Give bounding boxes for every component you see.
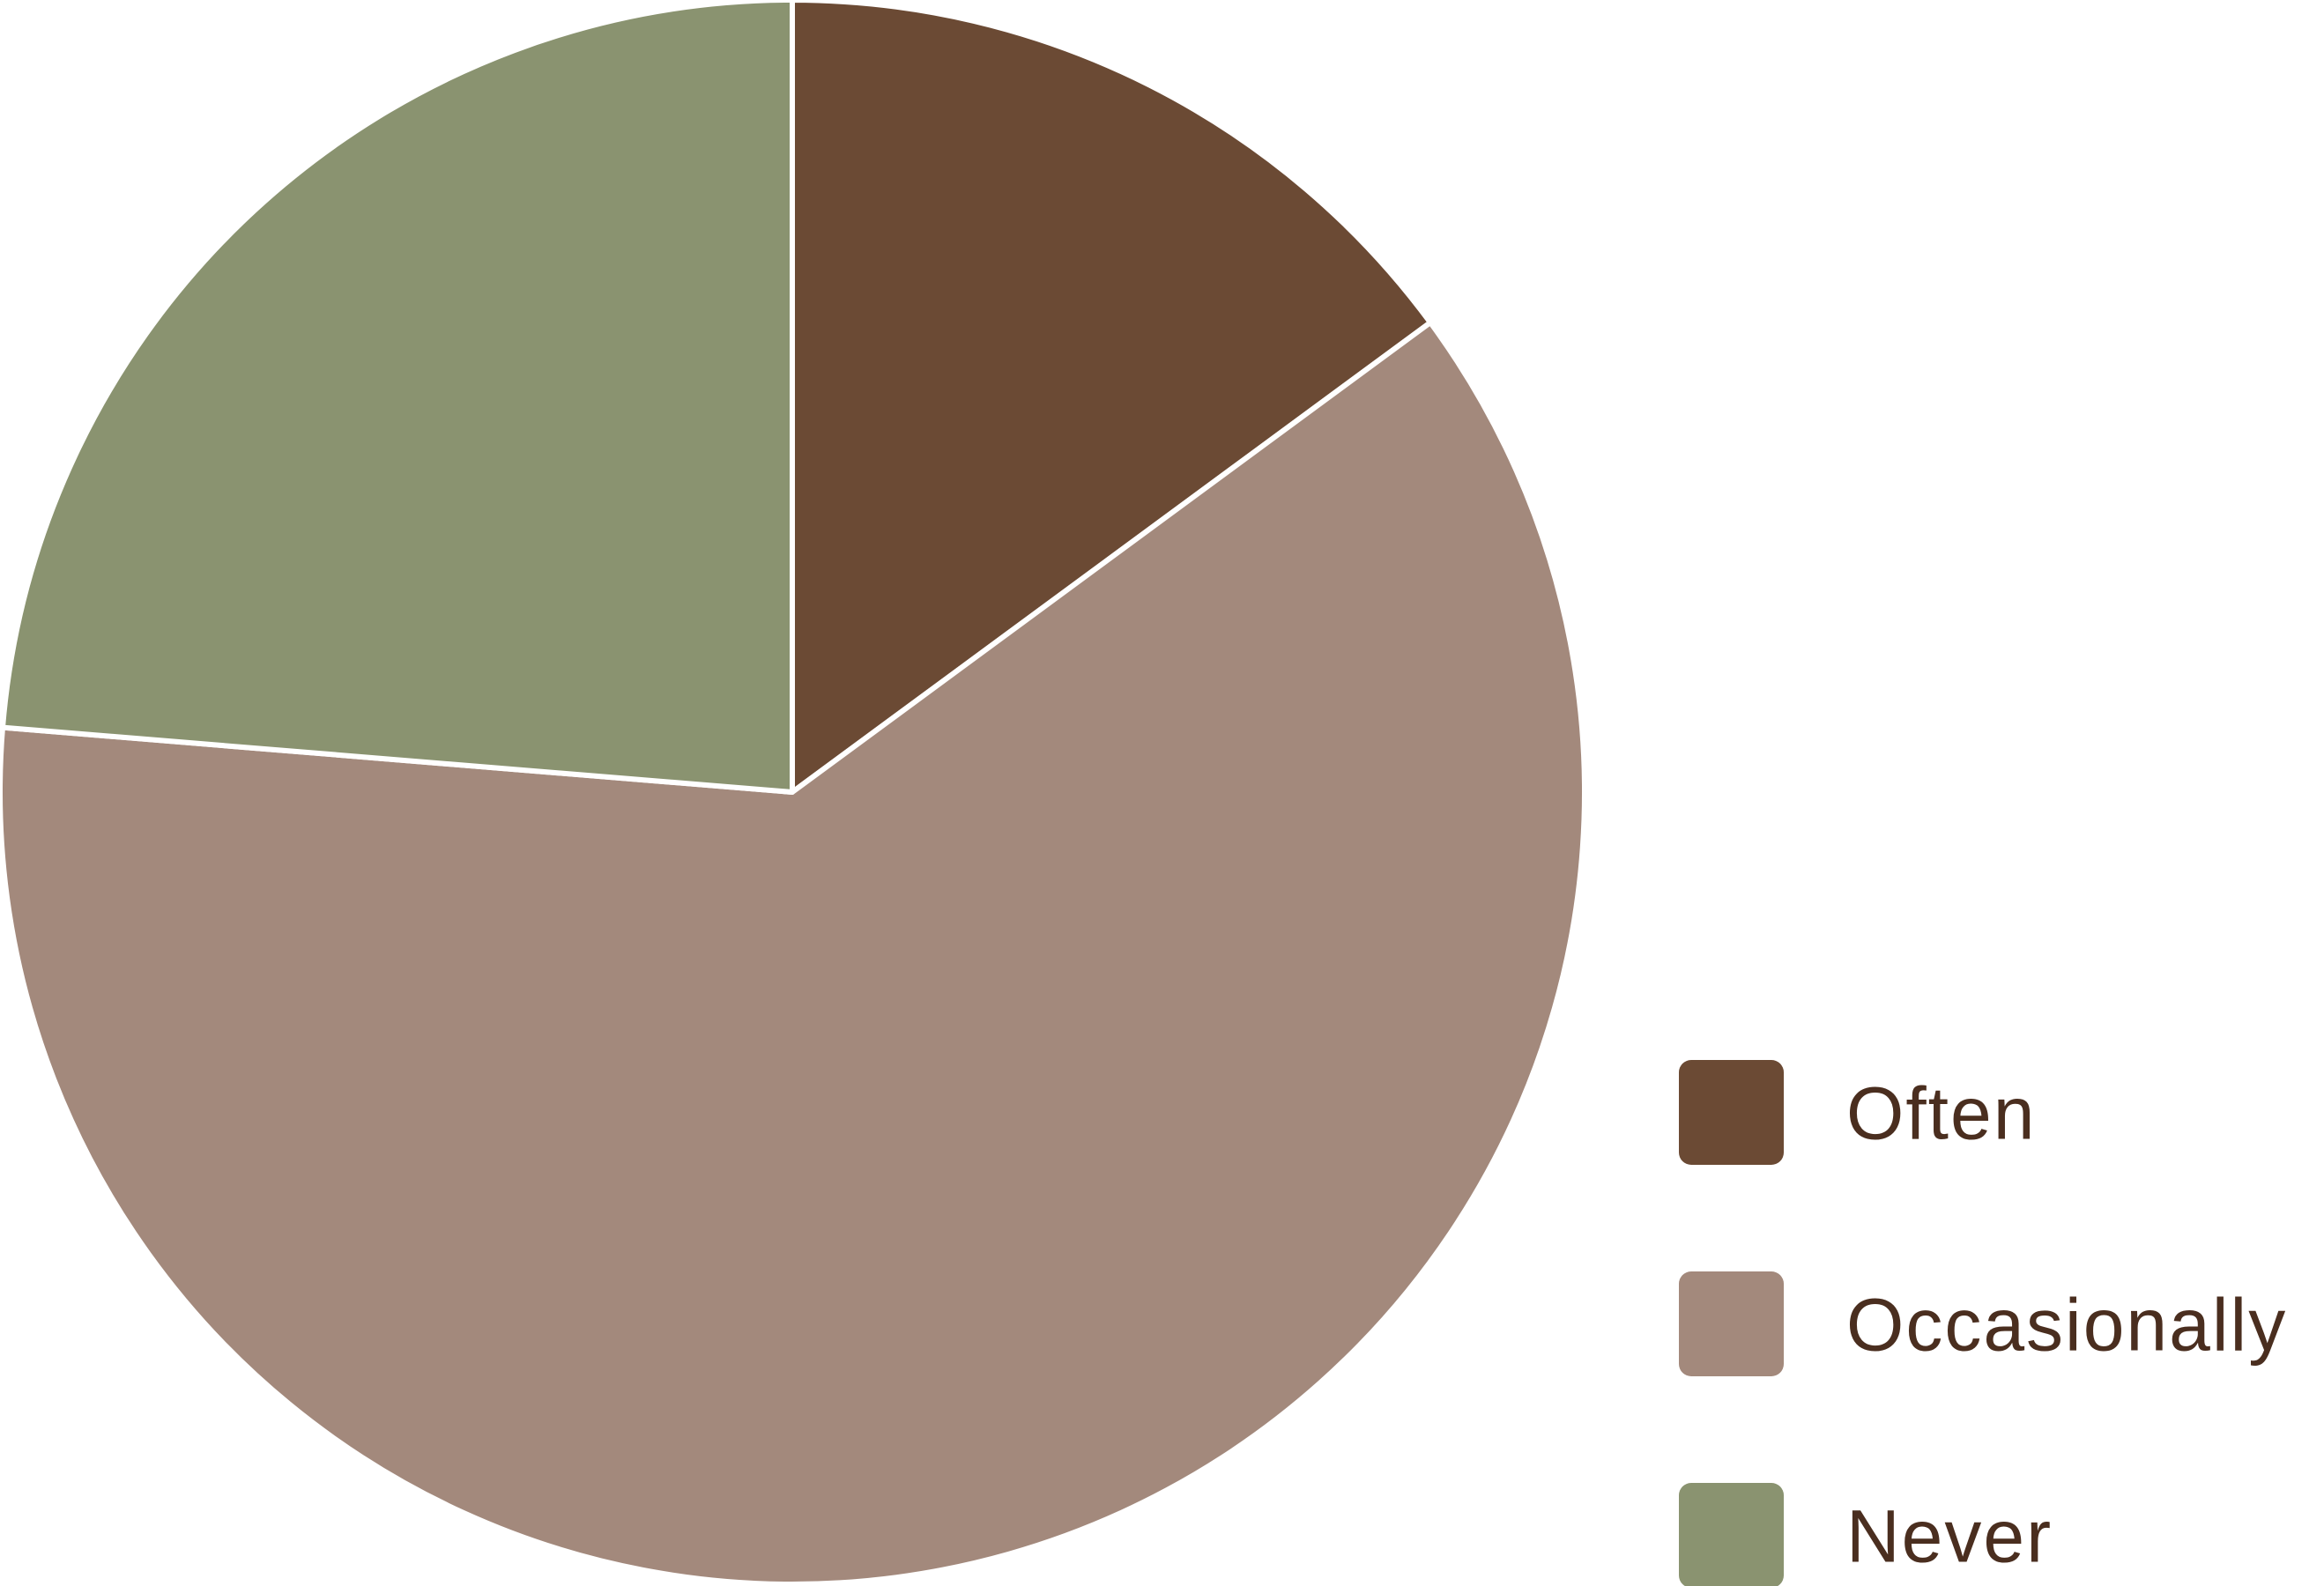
pie-slice-often [790, 0, 1433, 795]
legend-label-occasionally: Occasionally [1846, 1284, 2287, 1367]
legend-item-often: Often [1679, 1060, 2036, 1165]
legend-swatch-often [1679, 1060, 1784, 1165]
legend-item-occasionally: Occasionally [1679, 1271, 2287, 1376]
pie-slice-occasionally [0, 320, 1587, 1586]
legend-swatch-occasionally [1679, 1271, 1784, 1376]
pie-slices [0, 0, 1585, 1584]
legend-swatch-never [1679, 1483, 1784, 1586]
legend-item-never: Never [1679, 1483, 2053, 1586]
legend-label-never: Never [1846, 1495, 2053, 1578]
legend-label-often: Often [1846, 1072, 2036, 1155]
pie-slice-never [0, 0, 795, 795]
legend: Often Occasionally Never [1679, 1060, 2287, 1586]
